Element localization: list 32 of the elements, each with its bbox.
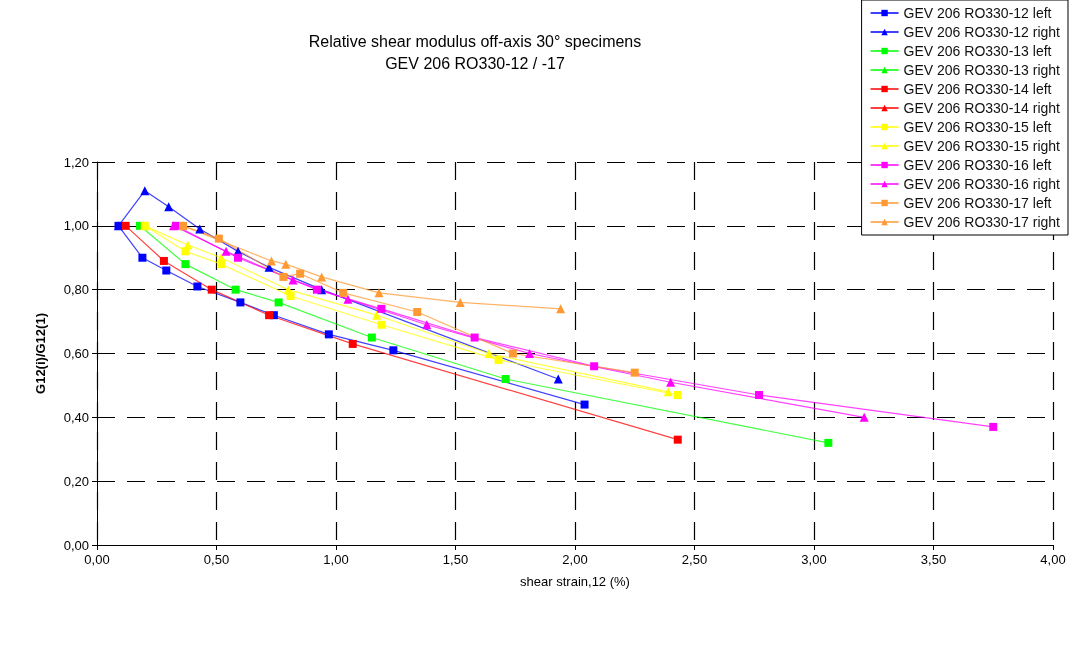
legend-label: GEV 206 RO330-13 left — [903, 43, 1052, 59]
y-tick-label: 0,20 — [63, 473, 89, 489]
y-axis-title: G12(i)/G12(1) — [33, 313, 48, 394]
y-tick-label: 0,00 — [63, 537, 89, 553]
x-tick-label: 3,50 — [920, 552, 947, 567]
y-tick-label: 0,40 — [63, 409, 89, 425]
x-tick-label: 0,00 — [84, 552, 110, 567]
legend-label: GEV 206 RO330-12 right — [903, 24, 1061, 40]
legend-label: GEV 206 RO330-14 left — [903, 81, 1052, 97]
legend-label: GEV 206 RO330-17 right — [903, 214, 1061, 230]
x-tick-label: 0,50 — [203, 552, 230, 567]
legend-label: GEV 206 RO330-15 right — [903, 138, 1061, 154]
legend-label: GEV 206 RO330-12 left — [903, 5, 1052, 21]
legend-label: GEV 206 RO330-13 right — [903, 62, 1061, 78]
x-tick-label: 4,00 — [1040, 552, 1066, 567]
legend-label: GEV 206 RO330-17 left — [903, 195, 1052, 211]
y-tick-label: 0,80 — [63, 282, 89, 298]
y-tick-label: 1,00 — [63, 218, 89, 234]
x-tick-label: 1,00 — [323, 552, 349, 567]
legend-label: GEV 206 RO330-15 left — [903, 119, 1052, 135]
y-tick-label: 1,20 — [63, 154, 89, 170]
x-tick-label: 1,50 — [442, 552, 469, 567]
legend-label: GEV 206 RO330-14 right — [903, 100, 1061, 116]
x-tick-label: 2,00 — [562, 552, 588, 567]
chart-subtitle: GEV 206 RO330-12 / -17 — [385, 54, 565, 72]
x-tick-label: 2,50 — [681, 552, 708, 567]
legend-label: GEV 206 RO330-16 left — [903, 157, 1052, 173]
x-tick-label: 3,00 — [801, 552, 827, 567]
x-axis-title: shear strain,12 (%) — [520, 574, 630, 589]
chart-title: Relative shear modulus off-axis 30° specimens — [308, 32, 642, 50]
y-tick-label: 0,60 — [63, 346, 89, 361]
legend-label: GEV 206 RO330-16 right — [903, 176, 1061, 192]
